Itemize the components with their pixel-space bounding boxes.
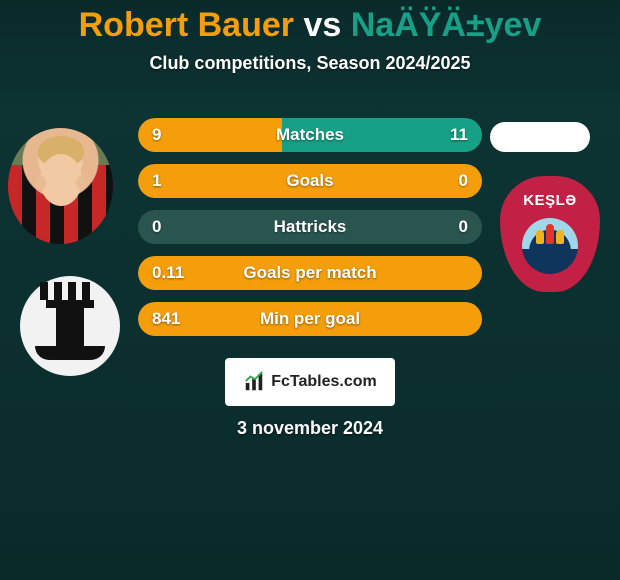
stat-row: 1 Goals 0	[138, 164, 482, 198]
player1-name: Robert Bauer	[79, 6, 294, 44]
avatar-ear	[36, 176, 46, 190]
stat-label: Matches	[276, 125, 344, 145]
stat-label: Hattricks	[274, 217, 347, 237]
player2-name: NaÄŸÄ±yev	[351, 6, 542, 44]
stat-row: 0 Hattricks 0	[138, 210, 482, 244]
chart-icon	[243, 371, 265, 393]
page-title: Robert Bauer vs NaÄŸÄ±yev	[0, 0, 620, 45]
left-value: 0	[152, 217, 161, 237]
right-value: 11	[450, 125, 468, 145]
player1-club-badge	[20, 276, 120, 376]
brand-badge: FcTables.com	[225, 358, 395, 406]
player2-avatar-placeholder	[490, 122, 590, 152]
flame-icon	[536, 224, 564, 244]
badge-tower-icon	[56, 300, 84, 352]
stat-label: Goals	[286, 171, 333, 191]
avatar-ear	[76, 176, 86, 190]
comparison-card: Robert Bauer vs NaÄŸÄ±yev Club competiti…	[0, 0, 620, 580]
stat-row: 0.11 Goals per match	[138, 256, 482, 290]
date-text: 3 november 2024	[0, 418, 620, 439]
vs-word: vs	[303, 6, 341, 44]
brand-text: FcTables.com	[271, 373, 377, 391]
badge-inner-circle	[522, 218, 578, 274]
subtitle: Club competitions, Season 2024/2025	[0, 53, 620, 74]
player1-avatar	[8, 128, 113, 244]
stat-row: 841 Min per goal	[138, 302, 482, 336]
comparison-bars: 9Matches111Goals00Hattricks00.11Goals pe…	[138, 118, 482, 348]
stat-label: Goals per match	[243, 263, 376, 283]
badge-base	[35, 346, 105, 360]
right-value: 0	[459, 217, 468, 237]
player2-club-badge: KEŞLƏ	[500, 176, 600, 292]
left-value: 0.11	[152, 263, 184, 283]
left-value: 1	[152, 171, 161, 191]
stat-row: 9 Matches 11	[138, 118, 482, 152]
left-value: 841	[152, 309, 180, 329]
stat-label: Min per goal	[260, 309, 360, 329]
right-value: 0	[459, 171, 468, 191]
left-value: 9	[152, 125, 161, 145]
badge-text: KEŞLƏ	[500, 192, 600, 209]
